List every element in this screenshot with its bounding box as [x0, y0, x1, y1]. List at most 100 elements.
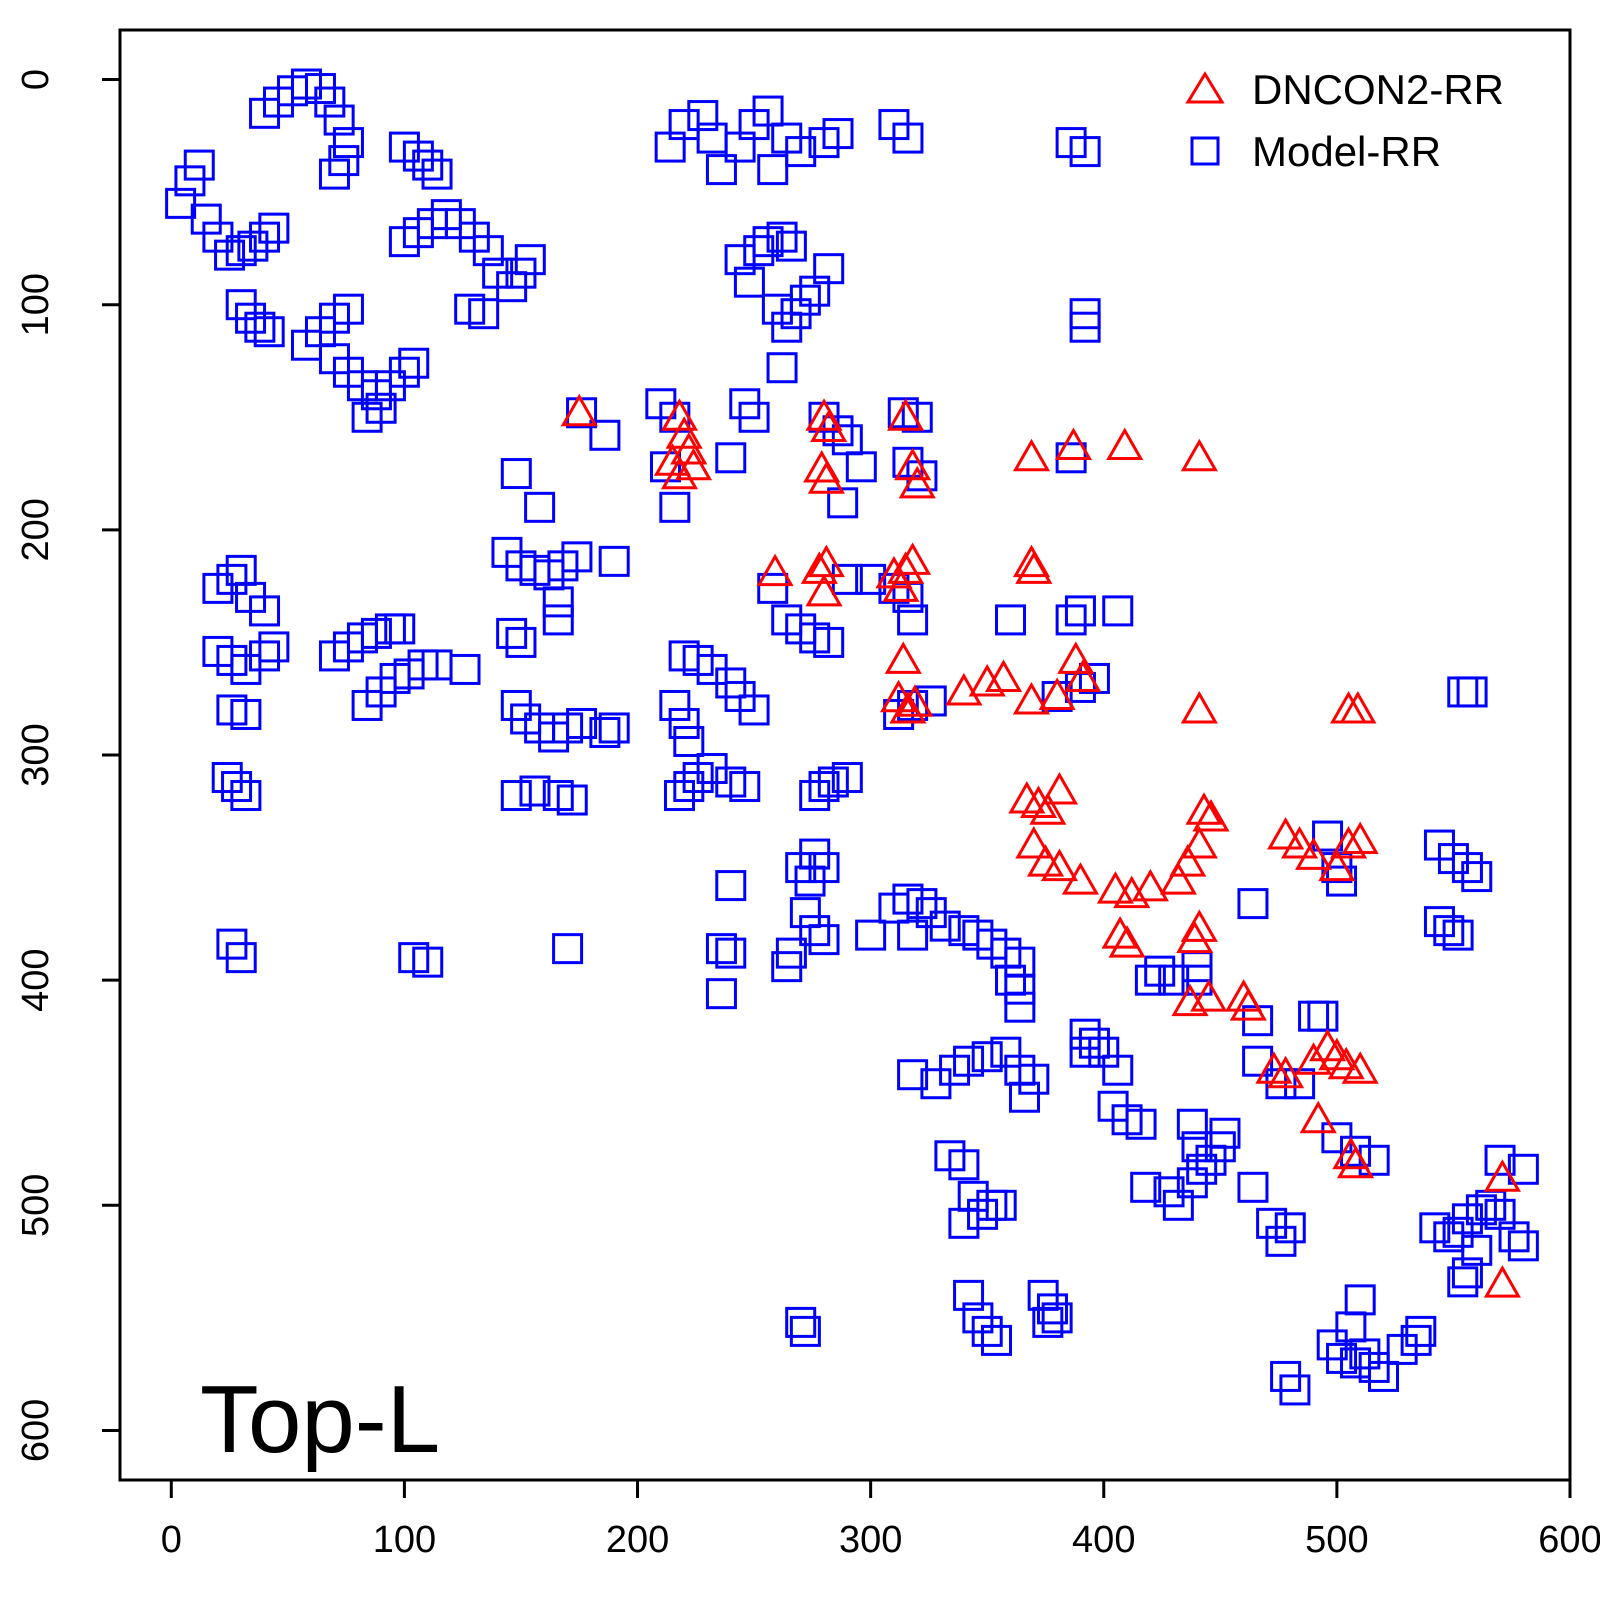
model-rr-point — [519, 775, 551, 807]
model-rr-point — [766, 352, 798, 384]
model-rr-point — [314, 86, 346, 118]
model-rr-point — [1465, 1194, 1497, 1226]
model-rr-point — [687, 100, 719, 132]
model-rr-point — [1078, 1027, 1110, 1059]
model-rr-point — [237, 230, 269, 262]
dncon2-rr-point — [1329, 826, 1368, 859]
model-rr-point — [221, 771, 253, 803]
model-rr-point — [906, 460, 938, 492]
dncon2-rr-point — [1336, 1145, 1375, 1179]
model-rr-point — [1069, 1036, 1101, 1068]
model-rr-point — [388, 356, 420, 388]
dncon2-rr-point — [1185, 792, 1223, 825]
model-rr-point — [1032, 1306, 1064, 1338]
model-rr-point — [1237, 888, 1269, 920]
dncon2-rr-point — [807, 544, 845, 578]
model-rr-point — [1102, 595, 1134, 627]
model-rr-point — [738, 401, 770, 433]
model-rr-point — [1344, 1284, 1376, 1316]
model-rr-point — [953, 1045, 985, 1077]
model-rr-point — [757, 154, 789, 186]
dncon2-rr-point — [1040, 848, 1079, 882]
model-rr-point — [1209, 1117, 1241, 1149]
dncon2-rr-point — [1008, 781, 1046, 814]
model-rr-point — [953, 1279, 985, 1311]
model-rr-point — [258, 212, 290, 244]
model-rr-point — [1447, 1266, 1479, 1298]
dncon2-rr-point — [898, 465, 936, 499]
model-rr-point — [948, 1207, 980, 1239]
model-rr-point — [752, 95, 784, 127]
model-rr-point — [524, 491, 556, 523]
legend-marker-dncon2-rr — [1185, 71, 1225, 104]
model-rr-point — [1064, 595, 1096, 627]
dncon2-rr-point — [1180, 690, 1218, 724]
model-rr-point — [1507, 1230, 1539, 1262]
legend-marker-model-rr — [1190, 136, 1220, 166]
model-rr-point — [1004, 973, 1036, 1005]
model-rr-point — [1312, 820, 1344, 852]
model-rr-point — [1461, 1234, 1493, 1266]
dncon2-rr-point — [1341, 821, 1379, 855]
model-rr-point — [253, 316, 285, 348]
model-rr-point — [230, 780, 262, 812]
model-rr-point — [967, 1198, 999, 1230]
x-tick-label: 100 — [373, 1519, 436, 1561]
model-rr-point — [332, 293, 364, 325]
dncon2-rr-point — [1054, 427, 1093, 461]
model-rr-point — [766, 221, 798, 253]
legend-label-model-rr: Model-RR — [1252, 128, 1441, 175]
dncon2-rr-point — [1015, 826, 1053, 859]
dncon2-rr-point — [968, 663, 1006, 697]
y-tick-label: 0 — [15, 69, 57, 90]
dncon2-rr-point — [1339, 690, 1377, 724]
dncon2-rr-point — [1012, 438, 1051, 472]
dncon2-rr-point — [1190, 979, 1228, 1012]
y-tick-label: 300 — [15, 723, 57, 786]
model-rr-point — [729, 771, 761, 803]
y-tick-label: 400 — [15, 948, 57, 1011]
model-rr-point — [799, 915, 831, 947]
plot-area-frame — [118, 28, 1572, 1482]
model-rr-point — [542, 586, 574, 618]
model-rr-point — [1484, 1144, 1516, 1176]
dncon2-rr-point — [1176, 920, 1214, 954]
dncon2-rr-point — [896, 684, 934, 717]
dncon2-rr-point — [670, 432, 708, 465]
model-rr-point — [249, 221, 281, 253]
model-rr-point — [1400, 1324, 1432, 1356]
dncon2-rr-point — [984, 659, 1023, 692]
model-rr-point — [249, 640, 281, 672]
dncon2-rr-point — [1180, 438, 1218, 472]
dncon2-rr-point — [805, 573, 843, 607]
model-rr-point — [897, 1059, 929, 1091]
model-rr-point — [855, 563, 887, 595]
model-rr-point — [855, 919, 887, 951]
model-rr-point — [897, 604, 929, 636]
dncon2-rr-point — [1038, 677, 1076, 710]
dncon2-rr-point — [803, 450, 841, 483]
model-rr-point — [808, 852, 840, 884]
dncon2-rr-point — [894, 542, 932, 575]
model-rr-point — [1274, 1212, 1306, 1244]
dncon2-rr-point — [1267, 817, 1305, 850]
model-rr-point — [500, 458, 532, 490]
model-rr-point — [659, 689, 691, 721]
dncon2-rr-point — [889, 690, 927, 724]
model-rr-point — [715, 870, 747, 902]
x-axis: 0 100 200 300 400 500 600 — [161, 1480, 1600, 1561]
model-rr-point — [1358, 1351, 1390, 1383]
model-rr-point — [1134, 964, 1166, 996]
model-rr-point — [906, 888, 938, 920]
dncon2-rr-point — [1040, 772, 1079, 805]
dncon2-rr-point — [1015, 551, 1053, 584]
dncon2-rr-point — [807, 461, 845, 494]
model-rr-point — [514, 244, 546, 276]
model-rr-point — [995, 964, 1027, 996]
dncon2-rr-point — [1294, 837, 1333, 870]
model-rr-point — [598, 545, 630, 577]
dncon2-rr-point — [560, 393, 598, 427]
model-rr-point — [733, 266, 765, 298]
model-rr-point — [500, 780, 532, 812]
y-tick-label: 600 — [15, 1399, 57, 1462]
